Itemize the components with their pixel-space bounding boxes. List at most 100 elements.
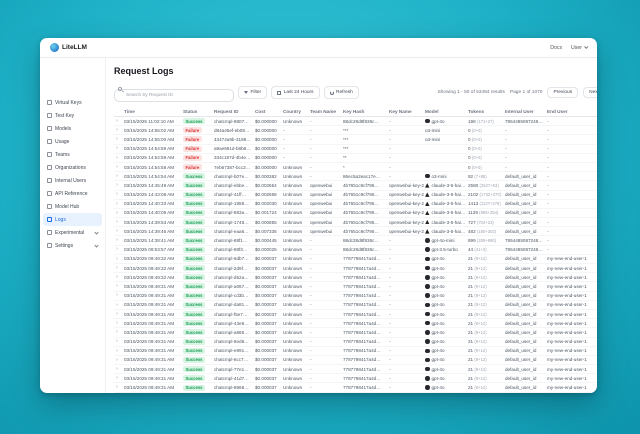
expand-row-icon[interactable]: ›: [116, 283, 118, 290]
sidebar-item-virtual-keys[interactable]: Virtual Keys: [43, 96, 102, 109]
table-row[interactable]: › 03/15/2025 09:49:31 AM Success chatcmp…: [114, 338, 597, 347]
cell-internal-user: default_user_id: [505, 228, 537, 234]
table-row[interactable]: › 03/15/2025 09:49:31 AM Success chatcmp…: [114, 282, 597, 292]
table-row[interactable]: › 03/15/2025 09:49:31 AM Success chatcmp…: [114, 383, 597, 393]
filter-button[interactable]: Filter: [238, 86, 268, 99]
table-row[interactable]: › 03/15/2025 09:49:31 AM Success chatcmp…: [114, 292, 597, 301]
table-row[interactable]: › 03/15/2025 14:43:08 AM Success chatcmp…: [114, 191, 597, 200]
table-row[interactable]: › 03/15/2025 09:49:31 AM Success chatcmp…: [114, 319, 597, 329]
table-row[interactable]: › 03/15/2025 14:55:00 AM Failure 43474a9…: [114, 135, 597, 145]
table-row[interactable]: › 03/15/2025 14:39:46 AM Success chatcmp…: [114, 227, 597, 237]
status-badge: Failure: [183, 154, 202, 161]
expand-row-icon[interactable]: ›: [116, 191, 118, 198]
expand-row-icon[interactable]: ›: [116, 182, 118, 189]
expand-row-icon[interactable]: ›: [116, 356, 118, 363]
cell-tokens: 92 (7+85): [468, 173, 487, 179]
cell-tokens: 21 (9+12): [468, 375, 487, 381]
cell-status: Success: [183, 219, 214, 226]
cell-cost: $0.000037: [255, 293, 277, 299]
expand-row-icon[interactable]: ›: [116, 218, 118, 225]
table-row[interactable]: › 03/15/2025 09:49:31 AM Success chatcmp…: [114, 310, 597, 320]
expand-row-icon[interactable]: ›: [116, 117, 118, 124]
table-row[interactable]: › 03/15/2025 14:39:53 AM Success chatcmp…: [114, 218, 597, 228]
expand-row-icon[interactable]: ›: [116, 274, 118, 281]
expand-row-icon[interactable]: ›: [116, 329, 118, 336]
table-row[interactable]: › 03/15/2025 14:55:02 AM Failure d84a45e…: [114, 126, 597, 136]
table-row[interactable]: › 03/15/2025 09:49:31 AM Success chatcmp…: [114, 328, 597, 338]
expand-row-icon[interactable]: ›: [116, 163, 118, 170]
search-input[interactable]: [114, 89, 234, 102]
table-row[interactable]: › 03/15/2025 09:49:31 AM Success chatcmp…: [114, 365, 597, 375]
table-row[interactable]: › 03/15/2025 09:49:31 AM Success chatcmp…: [114, 347, 597, 356]
expand-row-icon[interactable]: ›: [116, 154, 118, 161]
previous-page-button[interactable]: Previous: [547, 87, 579, 98]
table-row[interactable]: › 03/15/2025 09:49:31 AM Success chatcmp…: [114, 374, 597, 384]
cell-end-user: -: [547, 238, 549, 244]
sidebar-item-api-reference[interactable]: API Reference: [43, 187, 102, 200]
expand-row-icon[interactable]: ›: [116, 301, 118, 308]
table-row[interactable]: › 03/15/2025 09:49:32 AM Success chatcmp…: [114, 264, 597, 274]
sidebar-item-models[interactable]: Models: [43, 122, 102, 135]
time-range-button[interactable]: Last 24 Hours: [271, 86, 320, 99]
table-row[interactable]: › 03/15/2025 09:53:57 AM Success chatcmp…: [114, 246, 597, 255]
table-row[interactable]: › 03/15/2025 09:49:32 AM Success chatcmp…: [114, 255, 597, 264]
next-page-button[interactable]: Next: [583, 87, 597, 98]
cell-time: 03/15/2025 14:39:46 AM: [124, 228, 175, 234]
expand-row-icon[interactable]: ›: [116, 237, 118, 244]
table-row[interactable]: › 03/15/2025 09:49:31 AM Success chatcmp…: [114, 356, 597, 366]
expand-row-icon[interactable]: ›: [116, 127, 118, 134]
cell-key-name: -: [389, 164, 391, 170]
table-row[interactable]: › 03/15/2025 09:49:32 AM Success chatcmp…: [114, 273, 597, 283]
refresh-button[interactable]: Refresh: [323, 86, 359, 99]
sidebar-item-internal-users[interactable]: Internal Users: [43, 174, 102, 187]
status-badge: Success: [183, 320, 205, 327]
table-row[interactable]: › 03/15/2025 14:45:49 AM Success chatcmp…: [114, 181, 597, 191]
expand-row-icon[interactable]: ›: [116, 228, 118, 235]
expand-row-icon[interactable]: ›: [116, 209, 118, 216]
cell-status: Success: [183, 209, 214, 216]
expand-row-icon[interactable]: ›: [116, 246, 118, 253]
table-row[interactable]: › 03/15/2025 14:40:33 AM Success chatcmp…: [114, 200, 597, 209]
expand-row-icon[interactable]: ›: [116, 172, 118, 179]
docs-link[interactable]: Docs: [550, 44, 563, 51]
cell-team-name: -: [310, 339, 312, 345]
sidebar-item-organizations[interactable]: Organizations: [43, 161, 102, 174]
table-row[interactable]: › 03/15/2025 14:38:41 AM Success chatcmp…: [114, 236, 597, 246]
sidebar-item-logs[interactable]: Logs: [43, 213, 102, 226]
expand-row-icon[interactable]: ›: [116, 200, 118, 207]
expand-row-icon[interactable]: ›: [116, 264, 118, 271]
expand-row-icon[interactable]: ›: [116, 338, 118, 345]
expand-row-icon[interactable]: ›: [116, 292, 118, 299]
expand-row-icon[interactable]: ›: [116, 365, 118, 372]
sidebar-item-settings[interactable]: Settings: [43, 239, 102, 252]
expand-row-icon[interactable]: ›: [116, 319, 118, 326]
table-row[interactable]: › 03/15/2025 14:54:59 AM Failure 334c187…: [114, 154, 597, 163]
table-row[interactable]: › 03/15/2025 14:54:54 AM Success chatcmp…: [114, 172, 597, 182]
sidebar-item-model-hub[interactable]: Model Hub: [43, 200, 102, 213]
cell-end-user: my-new-end-user-1: [547, 283, 587, 289]
sidebar-item-usage[interactable]: Usage: [43, 135, 102, 148]
expand-row-icon[interactable]: ›: [116, 347, 118, 354]
table-row[interactable]: › 03/15/2025 14:54:58 AM Failure 7eb6738…: [114, 163, 597, 173]
sidebar-item-test-key[interactable]: Test Key: [43, 109, 102, 122]
brand[interactable]: LiteLLM: [50, 43, 87, 52]
table-row[interactable]: › 03/15/2025 11:02:10 AM Success chatcmp…: [114, 117, 597, 127]
openai-icon: [425, 311, 430, 317]
cell-end-user: -: [547, 164, 549, 170]
expand-row-icon[interactable]: ›: [116, 136, 118, 143]
expand-row-icon[interactable]: ›: [116, 375, 118, 382]
expand-row-icon[interactable]: ›: [116, 310, 118, 317]
sidebar-item-experimental[interactable]: Experimental: [43, 226, 102, 239]
expand-row-icon[interactable]: ›: [116, 255, 118, 262]
cell-time: 03/15/2025 09:49:31 AM: [124, 366, 175, 372]
cell-internal-user: default_user_id: [505, 265, 537, 271]
sidebar-item-teams[interactable]: Teams: [43, 148, 102, 161]
cell-internal-user: default_user_id: [505, 201, 537, 207]
table-row[interactable]: › 03/15/2025 09:49:31 AM Success chatcmp…: [114, 301, 597, 310]
expand-row-icon[interactable]: ›: [116, 384, 118, 391]
cell-internal-user: 7954485087248…: [505, 238, 543, 244]
table-row[interactable]: › 03/15/2025 14:40:08 AM Success chatcmp…: [114, 209, 597, 219]
table-row[interactable]: › 03/15/2025 14:54:59 AM Failure a9ae681…: [114, 145, 597, 154]
user-menu[interactable]: User: [571, 45, 589, 51]
expand-row-icon[interactable]: ›: [116, 145, 118, 152]
